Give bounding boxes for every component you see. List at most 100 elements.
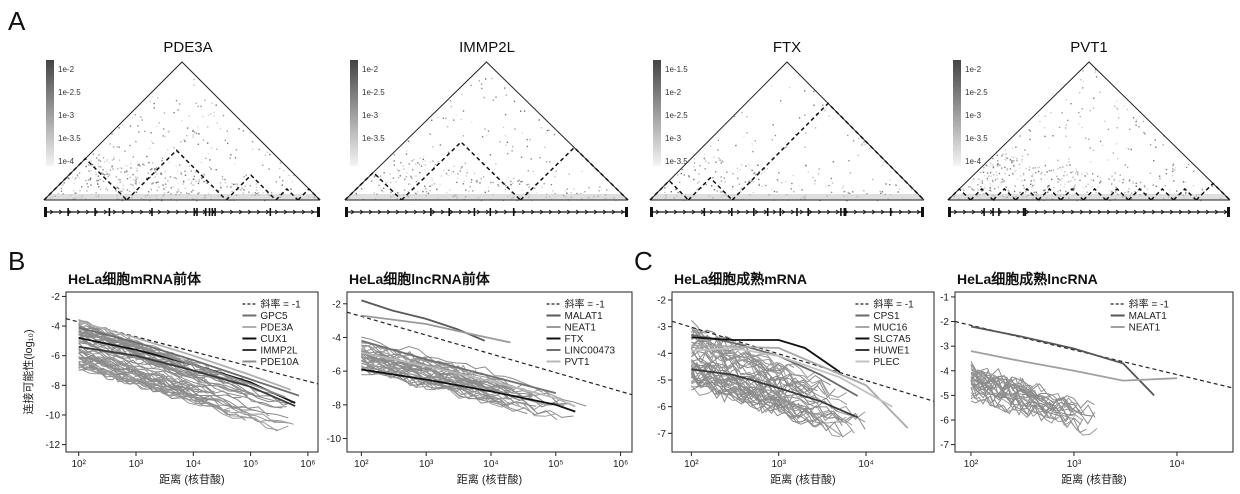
x-tick-label: 10⁴ (483, 459, 498, 470)
strand-arrow (745, 209, 750, 215)
strand-arrow (503, 209, 508, 215)
strand-arrow (1016, 209, 1021, 215)
strand-arrow (584, 209, 589, 215)
domain-triangle (401, 140, 521, 201)
heatmap-title: PDE3A (163, 39, 212, 56)
background-line (970, 383, 1038, 411)
strand-arrow (166, 209, 171, 215)
exon-block (807, 208, 809, 216)
strand-arrow (953, 209, 958, 215)
plot-content (672, 320, 934, 438)
y-tick-label: -6 (51, 351, 60, 362)
legend-label: 斜率 = -1 (565, 298, 606, 311)
background-line (970, 391, 1087, 434)
strand-arrow (310, 209, 315, 215)
series-line (361, 314, 511, 344)
y-tick-label: -4 (657, 349, 666, 360)
plot-content (66, 318, 318, 432)
strand-arrow (1061, 209, 1066, 215)
exon-block (196, 208, 198, 216)
y-axis-label: 连接可能性(log₁₀) (21, 329, 35, 414)
strand-arrow (1205, 209, 1210, 215)
background-line (78, 363, 181, 396)
colorbar (46, 60, 54, 166)
hic-heatmaps: PDE3A 1e-2 1e-2.5 1e-3 1e-3.5 1e-4 IMMP2L 1e-2 1… (43, 39, 1231, 217)
strand-arrow (799, 209, 804, 215)
strand-arrow (1151, 209, 1156, 215)
domain-triangle (1082, 187, 1107, 201)
strand-arrow (476, 209, 481, 215)
heatmap-outline (344, 61, 629, 201)
y-tick-label: -8 (332, 400, 341, 411)
strand-arrow (157, 209, 162, 215)
legend-label: MALAT1 (565, 311, 604, 322)
background-line (78, 366, 257, 422)
x-tick-label: 10² (354, 459, 369, 470)
domain-triangle (1150, 187, 1175, 201)
legend-label: MALAT1 (1129, 311, 1168, 322)
strand-arrow (530, 209, 535, 215)
background-line (78, 336, 287, 408)
background-line (361, 359, 503, 403)
domain-triangle (1105, 187, 1130, 201)
strand-arrow (130, 209, 135, 215)
exon-block (779, 208, 782, 216)
strand-arrow (368, 209, 373, 215)
background-line (78, 362, 231, 412)
background-line (361, 348, 571, 405)
colorbar-tick-label: 1e-1.5 (665, 65, 688, 74)
strand-arrow (386, 209, 391, 215)
strand-arrow (256, 209, 261, 215)
exon-block (731, 208, 733, 216)
exon-block (840, 208, 842, 216)
strand-arrow (916, 209, 921, 215)
colorbar-tick-label: 1e-2.5 (362, 88, 385, 97)
x-axis-label: 距离 (核苷酸) (770, 472, 835, 486)
line-chart: HeLa细胞成熟lncRNA -1 -2 -3 -4 -5 -6 -7 10² 10³ 10⁴ 距离 … (940, 271, 1234, 486)
strand-arrow (971, 209, 976, 215)
strand-arrow (736, 209, 741, 215)
x-tick-label: 10⁶ (300, 459, 315, 470)
strand-arrow (274, 209, 279, 215)
panel-label-c: C (634, 246, 653, 276)
exon-block (948, 207, 951, 217)
strand-arrow (781, 209, 786, 215)
x-tick-label: 10⁶ (613, 459, 628, 470)
heatmap-panel: PDE3A 1e-2 1e-2.5 1e-3 1e-3.5 1e-4 (43, 39, 321, 217)
exon-block (345, 207, 348, 217)
background-line (690, 361, 853, 426)
background-lines (690, 320, 866, 438)
strand-arrow (898, 209, 903, 215)
heatmap-outline (947, 61, 1231, 201)
plot-area (954, 291, 1234, 453)
strand-arrow (1142, 209, 1147, 215)
strand-arrow (1088, 209, 1093, 215)
series-line (691, 344, 909, 429)
panel-label-b: B (8, 246, 25, 276)
colorbar-tick-label: 1e-2 (58, 65, 75, 74)
exon-block (211, 208, 214, 216)
strand-arrow (1124, 209, 1129, 215)
legend-label: 斜率 = -1 (260, 298, 301, 311)
series-line (691, 347, 893, 408)
domain-triangle (1195, 182, 1231, 201)
strand-arrow (1196, 209, 1201, 215)
y-tick-label: -7 (940, 440, 949, 451)
series-line (361, 339, 557, 394)
x-tick-label: 10³ (1067, 459, 1082, 470)
colorbar (653, 60, 661, 166)
domain-triangle (225, 174, 277, 201)
x-tick-label: 10⁴ (186, 459, 201, 470)
background-line (78, 343, 242, 398)
background-line (970, 364, 1036, 392)
strand-arrow (350, 209, 355, 215)
strand-arrow (413, 209, 418, 215)
strand-arrow (1187, 209, 1192, 215)
background-lines (360, 336, 587, 421)
y-tick-label: -6 (332, 367, 341, 378)
domain-triangle (297, 187, 321, 201)
